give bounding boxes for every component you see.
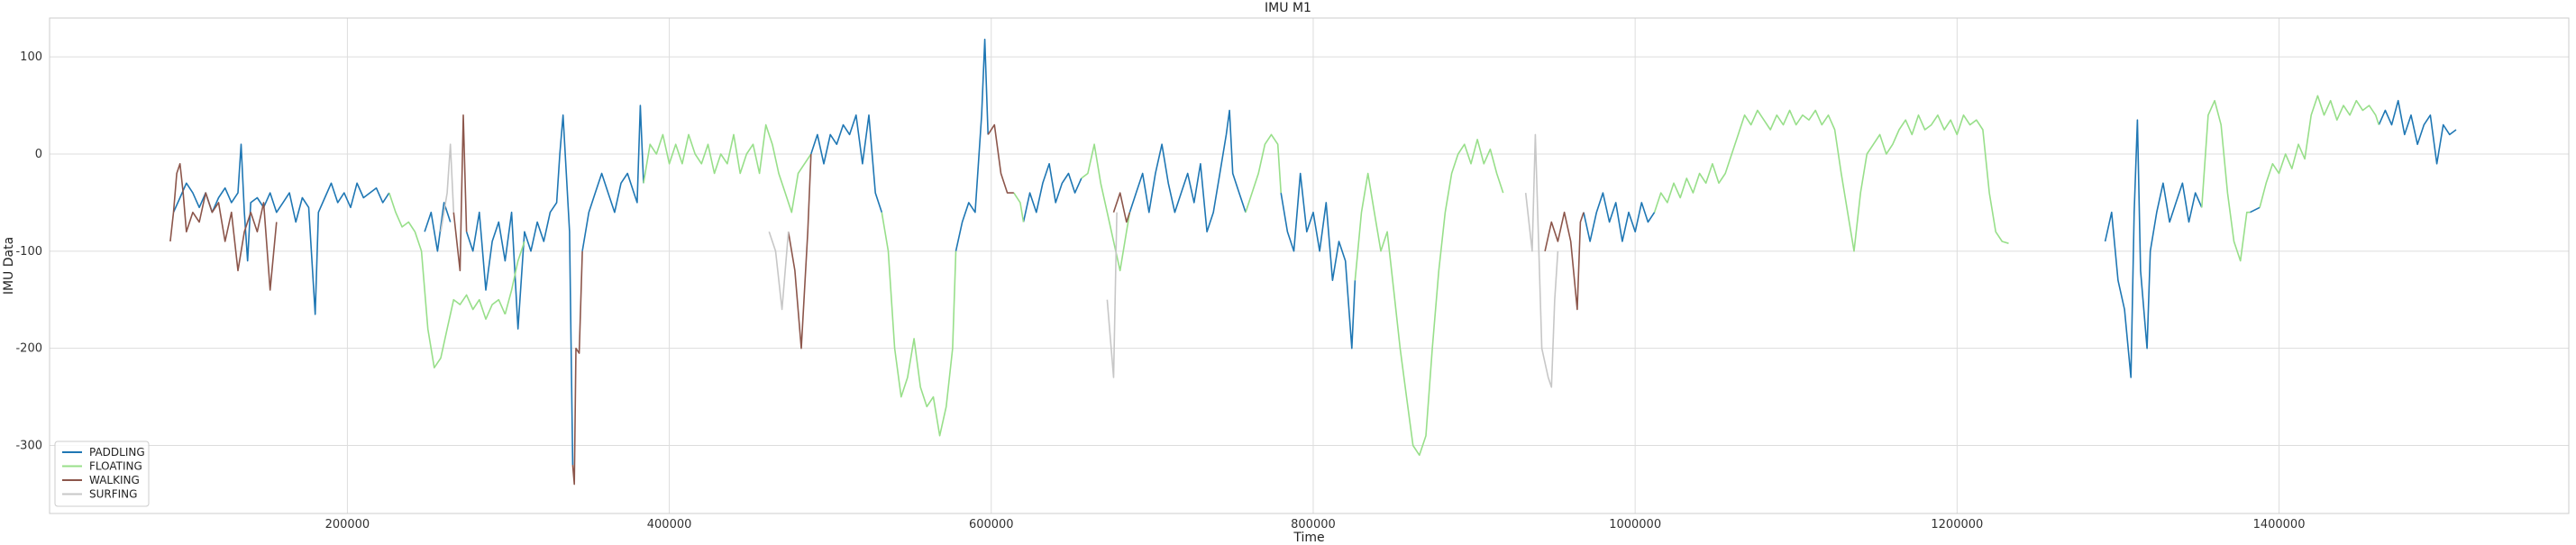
- series-line: [465, 114, 574, 466]
- x-tick-label: 600000: [969, 518, 1014, 531]
- series-line: [1013, 192, 1025, 223]
- series-line: [1280, 172, 1357, 350]
- legend-label: SURFING: [89, 488, 137, 501]
- chart-title: IMU M1: [1265, 1, 1311, 15]
- series-line: [2201, 99, 2251, 262]
- series-layer: [169, 38, 2457, 486]
- series-line: [1245, 133, 1282, 213]
- series-line: [1081, 143, 1131, 272]
- series-line: [810, 114, 883, 213]
- x-axis-title: Time: [1293, 531, 1324, 545]
- x-tick-label: 1200000: [1931, 518, 1983, 531]
- series-line: [1106, 212, 1118, 378]
- y-tick-label: 0: [35, 148, 42, 161]
- series-line: [504, 241, 525, 315]
- series-line: [1583, 192, 1656, 242]
- legend-label: PADDLING: [89, 446, 145, 459]
- y-tick-label: -100: [15, 245, 42, 259]
- series-line: [2378, 99, 2457, 165]
- y-tick-label: -200: [15, 342, 42, 356]
- series-line: [452, 114, 468, 272]
- series-line: [787, 153, 812, 350]
- series-walking: [169, 114, 1585, 486]
- series-line: [2259, 95, 2380, 208]
- series-line: [1653, 109, 2009, 252]
- series-line: [1128, 109, 1247, 233]
- series-line: [643, 123, 812, 213]
- series-line: [1112, 192, 1131, 223]
- series-line: [987, 123, 1014, 194]
- tick-labels: 200000 400000 600000 800000 1000000 1200000 14…: [15, 50, 2305, 531]
- series-line: [1544, 211, 1585, 311]
- x-tick-label: 200000: [325, 518, 370, 531]
- legend-label: WALKING: [89, 474, 140, 486]
- y-axis-title: IMU Data: [2, 237, 16, 295]
- series-line: [2104, 119, 2203, 378]
- series-line: [424, 202, 452, 252]
- series-line: [169, 163, 278, 291]
- series-line: [388, 192, 507, 368]
- series-surfing: [440, 133, 1559, 388]
- x-tick-label: 1000000: [1609, 518, 1661, 531]
- series-line: [881, 212, 957, 437]
- y-tick-label: 100: [20, 50, 42, 64]
- series-line: [1022, 163, 1082, 223]
- series-line: [581, 104, 644, 251]
- series-line: [1524, 133, 1559, 388]
- y-tick-label: -300: [15, 440, 42, 453]
- series-line: [1354, 139, 1504, 457]
- series-line: [2250, 206, 2261, 213]
- series-line: [440, 143, 455, 232]
- legend-label: FLOATING: [89, 460, 142, 473]
- grid: [50, 18, 2569, 513]
- plot-frame: [49, 17, 2570, 514]
- series-line: [955, 38, 989, 251]
- series-floating: [388, 95, 2380, 457]
- x-tick-label: 400000: [647, 518, 692, 531]
- series-line: [571, 250, 583, 486]
- legend-box: [54, 441, 150, 507]
- series-line: [768, 232, 790, 311]
- x-tick-label: 800000: [1291, 518, 1336, 531]
- x-tick-label: 1400000: [2253, 518, 2306, 531]
